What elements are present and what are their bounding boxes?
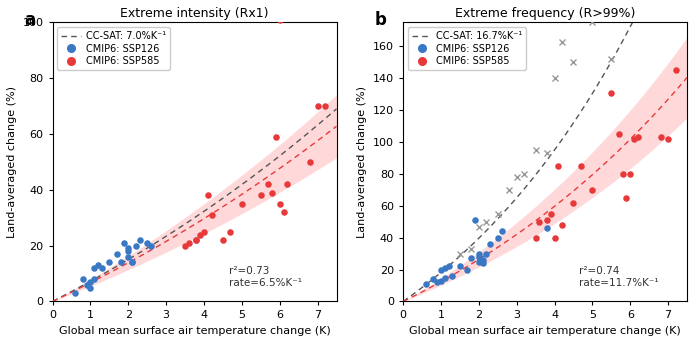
Point [663, 136, 674, 142]
Point [613, 131, 625, 137]
Legend: CC-SAT: 16.7%K⁻¹, CMIP6: SSP126, CMIP6: SSP585: CC-SAT: 16.7%K⁻¹, CMIP6: SSP126, CMIP6: … [408, 27, 526, 70]
Point [606, 90, 617, 95]
Point [126, 260, 137, 265]
Point [534, 219, 545, 225]
Point [447, 273, 458, 279]
Point [473, 254, 484, 260]
Point [206, 212, 217, 218]
Point [549, 235, 560, 240]
Point [466, 256, 477, 261]
Point [274, 201, 285, 206]
Point [191, 237, 202, 243]
Point [545, 211, 557, 216]
Point [134, 237, 145, 243]
Point [435, 278, 446, 284]
Point [320, 104, 331, 109]
Point [85, 285, 96, 290]
Point [428, 276, 439, 282]
Point [552, 163, 564, 169]
Point [481, 251, 492, 256]
X-axis label: Global mean surface air temperature change (K): Global mean surface air temperature chan… [59, 326, 330, 336]
Point [142, 240, 153, 246]
Point [202, 193, 213, 198]
Point [575, 163, 586, 169]
Point [443, 264, 454, 269]
Point [484, 241, 496, 247]
Point [85, 279, 96, 285]
Point [89, 276, 100, 282]
Title: Extreme intensity (Rx1): Extreme intensity (Rx1) [120, 7, 269, 20]
Y-axis label: Land-averaged change (%): Land-averaged change (%) [7, 86, 17, 238]
Point [130, 243, 142, 248]
Point [625, 171, 636, 177]
Y-axis label: Land-averaged change (%): Land-averaged change (%) [357, 86, 367, 238]
Point [77, 276, 88, 282]
Point [89, 265, 100, 271]
Point [455, 264, 466, 269]
Text: r²=0.74
rate=11.7%K⁻¹: r²=0.74 rate=11.7%K⁻¹ [579, 266, 659, 287]
Point [541, 225, 552, 231]
Point [104, 260, 115, 265]
Point [123, 254, 134, 260]
Point [194, 232, 205, 237]
Point [629, 136, 640, 142]
Point [496, 228, 507, 234]
Point [439, 275, 450, 280]
Point [123, 246, 134, 251]
Point [312, 104, 323, 109]
Point [111, 251, 122, 257]
Point [271, 134, 282, 140]
Point [477, 260, 488, 266]
Point [469, 217, 480, 223]
Point [225, 229, 236, 235]
Point [217, 237, 228, 243]
Point [183, 240, 194, 246]
Point [255, 193, 266, 198]
Point [126, 260, 137, 265]
Point [191, 237, 202, 243]
Point [492, 235, 503, 240]
Point [115, 260, 126, 265]
Point [432, 280, 443, 285]
Point [421, 281, 432, 287]
Point [621, 195, 632, 201]
Point [198, 229, 210, 235]
Legend: CC-SAT: 7.0%K⁻¹, CMIP6: SSP126, CMIP6: SSP585: CC-SAT: 7.0%K⁻¹, CMIP6: SSP126, CMIP6: S… [58, 27, 169, 70]
Point [123, 249, 134, 254]
X-axis label: Global mean surface air temperature change (K): Global mean surface air temperature chan… [409, 326, 681, 336]
Point [96, 265, 108, 271]
Point [236, 201, 247, 206]
Point [477, 257, 488, 263]
Point [266, 190, 278, 196]
Point [670, 68, 682, 73]
Point [557, 222, 568, 228]
Point [69, 291, 81, 296]
Point [462, 267, 473, 272]
Point [587, 187, 598, 193]
Point [439, 265, 450, 271]
Point [541, 217, 552, 223]
Point [81, 282, 92, 287]
Point [282, 181, 293, 187]
Point [305, 159, 316, 165]
Point [655, 134, 666, 140]
Point [263, 181, 274, 187]
Point [435, 267, 446, 272]
Point [617, 171, 628, 177]
Point [473, 259, 484, 264]
Text: r²=0.73
rate=6.5%K⁻¹: r²=0.73 rate=6.5%K⁻¹ [228, 266, 302, 287]
Title: Extreme frequency (R>99%): Extreme frequency (R>99%) [455, 7, 635, 20]
Point [92, 262, 103, 268]
Point [119, 240, 130, 246]
Text: b: b [375, 11, 387, 29]
Point [568, 200, 579, 205]
Point [146, 243, 157, 248]
Point [632, 134, 643, 140]
Point [278, 210, 289, 215]
Point [180, 243, 191, 248]
Text: a: a [24, 11, 35, 29]
Point [473, 251, 484, 256]
Point [274, 17, 285, 22]
Point [530, 235, 541, 240]
